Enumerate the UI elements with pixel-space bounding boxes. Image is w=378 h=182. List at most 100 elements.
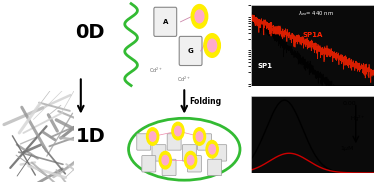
Point bbox=[54, 46, 60, 49]
Point bbox=[5, 34, 11, 37]
Point bbox=[23, 6, 29, 9]
Point bbox=[39, 24, 45, 27]
Point bbox=[9, 51, 15, 54]
Point bbox=[49, 26, 55, 29]
Text: SP1A: SP1A bbox=[3, 98, 25, 107]
Point bbox=[58, 82, 64, 85]
Point bbox=[5, 10, 11, 13]
Point bbox=[36, 68, 42, 70]
Point bbox=[52, 63, 58, 66]
Point bbox=[37, 31, 43, 34]
Point bbox=[23, 36, 29, 39]
Point bbox=[12, 84, 19, 86]
Point bbox=[48, 65, 54, 68]
Point bbox=[11, 80, 17, 82]
Point bbox=[21, 38, 27, 41]
Text: A: A bbox=[163, 19, 168, 25]
Point bbox=[50, 7, 56, 9]
Point bbox=[19, 9, 25, 11]
Point bbox=[6, 20, 12, 23]
Point bbox=[56, 78, 62, 81]
Point bbox=[61, 14, 67, 17]
Point bbox=[49, 2, 55, 5]
Point bbox=[49, 66, 55, 69]
Point bbox=[54, 66, 60, 69]
Point bbox=[36, 37, 42, 40]
Point bbox=[66, 46, 72, 49]
Point bbox=[59, 51, 65, 54]
Point bbox=[65, 30, 71, 33]
Point bbox=[52, 32, 58, 35]
Point bbox=[18, 62, 24, 64]
Point bbox=[33, 57, 39, 60]
Point bbox=[0, 37, 6, 40]
Point bbox=[43, 56, 49, 59]
Point bbox=[67, 5, 73, 7]
Point bbox=[33, 10, 39, 13]
Point bbox=[19, 15, 25, 18]
Point bbox=[19, 70, 25, 73]
Point bbox=[61, 10, 67, 13]
Y-axis label: Counts: Counts bbox=[224, 36, 229, 55]
Point bbox=[24, 69, 30, 72]
Point bbox=[0, 87, 5, 90]
Point bbox=[67, 51, 73, 54]
Point bbox=[45, 37, 51, 40]
Point bbox=[65, 29, 71, 32]
Point bbox=[40, 64, 46, 67]
Point bbox=[43, 78, 50, 81]
Point bbox=[10, 78, 16, 81]
Point bbox=[16, 10, 22, 13]
Point bbox=[56, 26, 62, 29]
Point bbox=[54, 18, 60, 21]
Point bbox=[67, 77, 73, 80]
Point bbox=[43, 75, 50, 78]
Point bbox=[20, 55, 26, 58]
Point bbox=[67, 59, 73, 62]
Point bbox=[53, 18, 59, 21]
Point bbox=[38, 22, 44, 25]
Point bbox=[0, 7, 6, 10]
Circle shape bbox=[159, 151, 171, 169]
Point bbox=[20, 38, 26, 41]
Point bbox=[37, 23, 43, 26]
Point bbox=[47, 62, 53, 65]
Point bbox=[1, 19, 7, 22]
Point bbox=[4, 6, 10, 9]
Point bbox=[44, 71, 50, 74]
Point bbox=[58, 75, 64, 78]
Point bbox=[64, 65, 70, 68]
Point bbox=[52, 81, 58, 84]
Point bbox=[36, 16, 42, 19]
Point bbox=[25, 66, 31, 69]
Point bbox=[48, 80, 54, 83]
Point bbox=[29, 67, 36, 70]
Point bbox=[8, 80, 14, 83]
Point bbox=[65, 64, 71, 66]
Point bbox=[49, 43, 55, 46]
Point bbox=[17, 45, 23, 48]
Point bbox=[31, 13, 37, 16]
Point bbox=[20, 71, 26, 74]
Point bbox=[0, 73, 5, 76]
Point bbox=[10, 74, 16, 77]
Circle shape bbox=[196, 132, 203, 141]
Point bbox=[55, 54, 61, 57]
Point bbox=[16, 11, 22, 14]
Point bbox=[19, 49, 25, 52]
Point bbox=[57, 5, 63, 8]
Point bbox=[51, 25, 57, 28]
Point bbox=[35, 32, 41, 35]
Point bbox=[22, 85, 28, 88]
Y-axis label: Intensity (CPS): Intensity (CPS) bbox=[245, 114, 250, 155]
Point bbox=[45, 17, 51, 20]
Point bbox=[12, 13, 19, 16]
Point bbox=[14, 44, 20, 47]
Point bbox=[0, 69, 5, 72]
Point bbox=[44, 24, 50, 27]
Point bbox=[39, 21, 45, 24]
Point bbox=[14, 45, 20, 48]
Point bbox=[40, 87, 46, 90]
Point bbox=[41, 13, 47, 16]
Point bbox=[9, 24, 15, 27]
